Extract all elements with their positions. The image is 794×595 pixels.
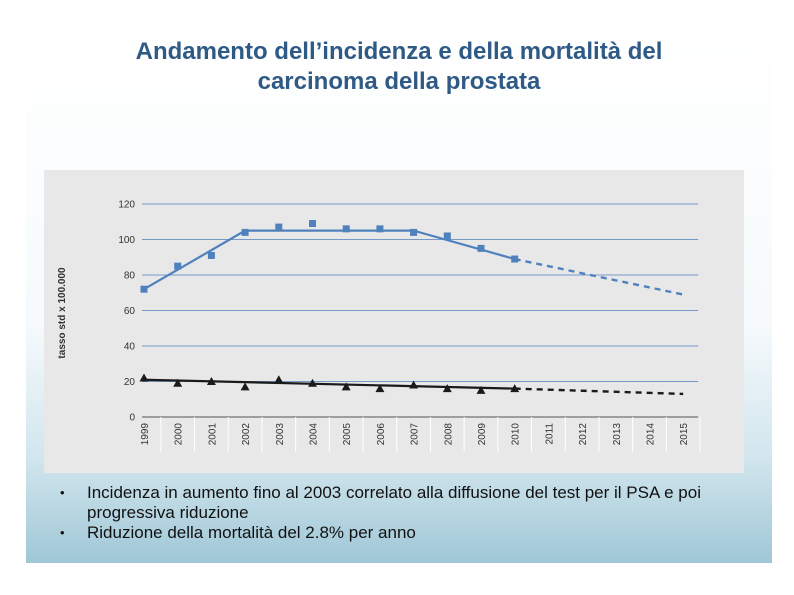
axis-layer: 0 20 40 60 80 100 120 1999 2000 2001 2002 2003 2004 2…: [118, 200, 690, 446]
line-chart: 0 20 40 60 80 100 120 1999 2000 2001 2002 2003 2004 2…: [57, 200, 701, 452]
mortalità-point-2003: [274, 375, 284, 384]
mortalità-point-1999: [139, 373, 149, 382]
y-tick-label-80: 80: [124, 271, 136, 282]
x-tick-label-2001: 2001: [207, 423, 218, 446]
incidenza-projection-line: [514, 257, 684, 296]
incidenza-point-2000: [174, 262, 182, 270]
y-tick-label-20: 20: [124, 377, 136, 388]
y-tick-label-120: 120: [118, 200, 135, 211]
x-tick-label-2006: 2006: [376, 423, 387, 446]
incidenza-point-2007: [410, 228, 418, 236]
incidenza-point-2010: [511, 255, 519, 263]
bullet-dot-1: •: [60, 485, 65, 500]
y-tick-label-0: 0: [129, 413, 135, 424]
x-tick-label-2008: 2008: [443, 423, 454, 446]
incidenza-point-2005: [342, 225, 350, 233]
mortalità-point-2010: [510, 384, 520, 393]
chart-panel: 0 20 40 60 80 100 120 1999 2000 2001 2002 2003 2004 2…: [44, 170, 744, 473]
incidenza-point-2006: [376, 225, 384, 233]
y-tick-label-40: 40: [124, 342, 136, 353]
mortalità-trend-line: [143, 378, 515, 390]
bullet-dot-2: •: [60, 525, 65, 540]
bullet-text-2: Riduzione della mortalità del 2.8% per a…: [87, 523, 416, 542]
x-tick-label-2003: 2003: [275, 423, 286, 446]
x-tick-label-2000: 2000: [174, 423, 185, 446]
slide-title-line-1: Andamento dell’incidenza e della mortali…: [135, 38, 663, 65]
incidenza-point-2001: [207, 251, 215, 259]
bullet-text-1: Incidenza in aumento fino al 2003 correl…: [87, 483, 701, 522]
incidenza-point-2004: [309, 220, 316, 228]
incidenza-point-2008: [443, 232, 451, 240]
x-tick-label-2007: 2007: [410, 423, 421, 446]
y-tick-label-100: 100: [118, 235, 135, 246]
incidenza-point-2003: [275, 223, 283, 231]
mortalità-projection-line: [514, 387, 684, 396]
slide-title-line-2: carcinoma della prostata: [257, 68, 541, 95]
bullet-item-1: • Incidenza in aumento fino al 2003 corr…: [60, 483, 750, 523]
mortalità-point-2005: [341, 382, 351, 391]
x-tick-label-2009: 2009: [477, 423, 488, 446]
slide-title: Andamento dell’incidenza e della mortali…: [26, 37, 772, 97]
incidenza-trend-line: [143, 229, 515, 291]
mortalità-point-2000: [173, 378, 183, 387]
bullet-item-2: • Riduzione della mortalità del 2.8% per…: [60, 523, 750, 543]
slide: Andamento dell’incidenza e della mortali…: [26, 33, 772, 563]
x-tick-label-2015: 2015: [679, 423, 690, 446]
y-axis-label: tasso std x 100.000: [57, 267, 68, 359]
x-tick-label-2011: 2011: [544, 423, 555, 445]
mortalità-point-2006: [375, 384, 385, 393]
incidenza-point-2002: [241, 228, 249, 236]
bullet-list: • Incidenza in aumento fino al 2003 corr…: [60, 483, 750, 543]
mortalità-point-2001: [206, 377, 216, 385]
x-tick-label-2005: 2005: [342, 423, 353, 446]
incidenza-point-2009: [477, 244, 485, 252]
mortalità-point-2007: [409, 380, 419, 389]
series-layer: [139, 220, 684, 396]
incidenza-point-1999: [140, 285, 148, 293]
y-tick-label-60: 60: [124, 306, 136, 317]
mortalità-point-2004: [308, 378, 317, 387]
x-tick-label-2002: 2002: [241, 423, 252, 446]
x-tick-label-2013: 2013: [612, 423, 623, 446]
x-tick-label-2014: 2014: [646, 423, 657, 446]
x-tick-label-1999: 1999: [140, 423, 151, 446]
mortalità-point-2008: [442, 384, 452, 393]
x-tick-label-2004: 2004: [309, 423, 320, 446]
mortalità-point-2009: [476, 385, 486, 394]
x-tick-label-2012: 2012: [578, 423, 589, 446]
x-tick-label-2010: 2010: [511, 423, 522, 446]
mortalità-point-2002: [240, 382, 250, 391]
